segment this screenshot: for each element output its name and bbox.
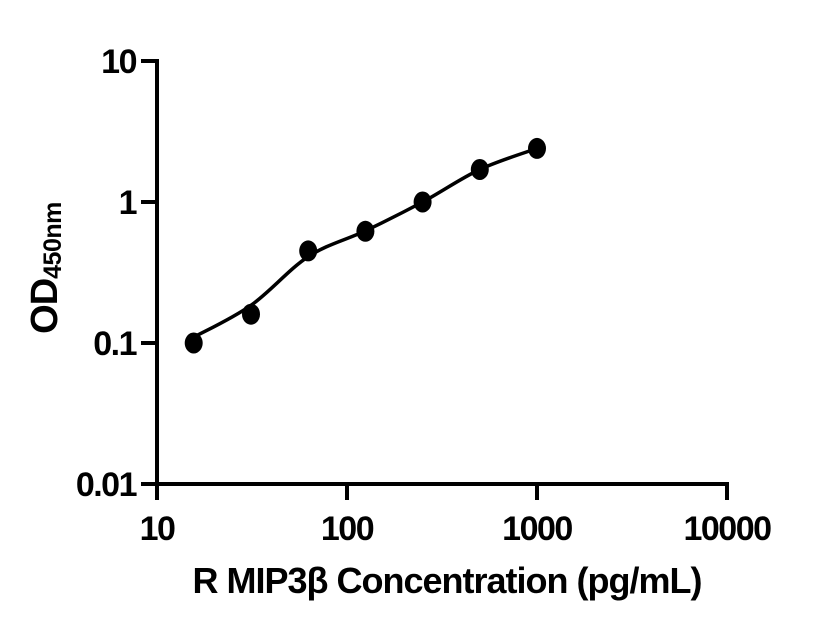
data-point bbox=[242, 303, 260, 325]
data-point bbox=[356, 220, 375, 242]
axes bbox=[155, 59, 729, 486]
data-point bbox=[184, 332, 203, 354]
data-point bbox=[470, 159, 489, 180]
data-point bbox=[299, 240, 318, 262]
data-point bbox=[528, 137, 546, 159]
data-point bbox=[413, 191, 432, 213]
y-axis-title: OD 450nm bbox=[24, 179, 70, 357]
x-tick-label: 10 bbox=[140, 510, 175, 548]
tick-labels: 10 100 1000 10000 10 1 0.1 0.01 bbox=[76, 43, 773, 548]
y-tick-label: 10 bbox=[101, 43, 136, 81]
x-tick-label: 100 bbox=[321, 510, 374, 548]
y-tick-label: 1 bbox=[119, 184, 137, 222]
y-tick-label: 0.01 bbox=[76, 466, 137, 504]
ticks bbox=[141, 59, 729, 500]
x-tick-label: 10000 bbox=[683, 510, 771, 548]
y-axis-title-sub: 450nm bbox=[39, 202, 67, 279]
y-axis-title-main: OD bbox=[24, 278, 66, 334]
series bbox=[184, 137, 546, 354]
x-axis-title: R MIP3β Concentration (pg/mL) bbox=[192, 560, 703, 601]
x-tick-label: 1000 bbox=[502, 510, 572, 548]
y-tick-label: 0.1 bbox=[93, 325, 136, 363]
